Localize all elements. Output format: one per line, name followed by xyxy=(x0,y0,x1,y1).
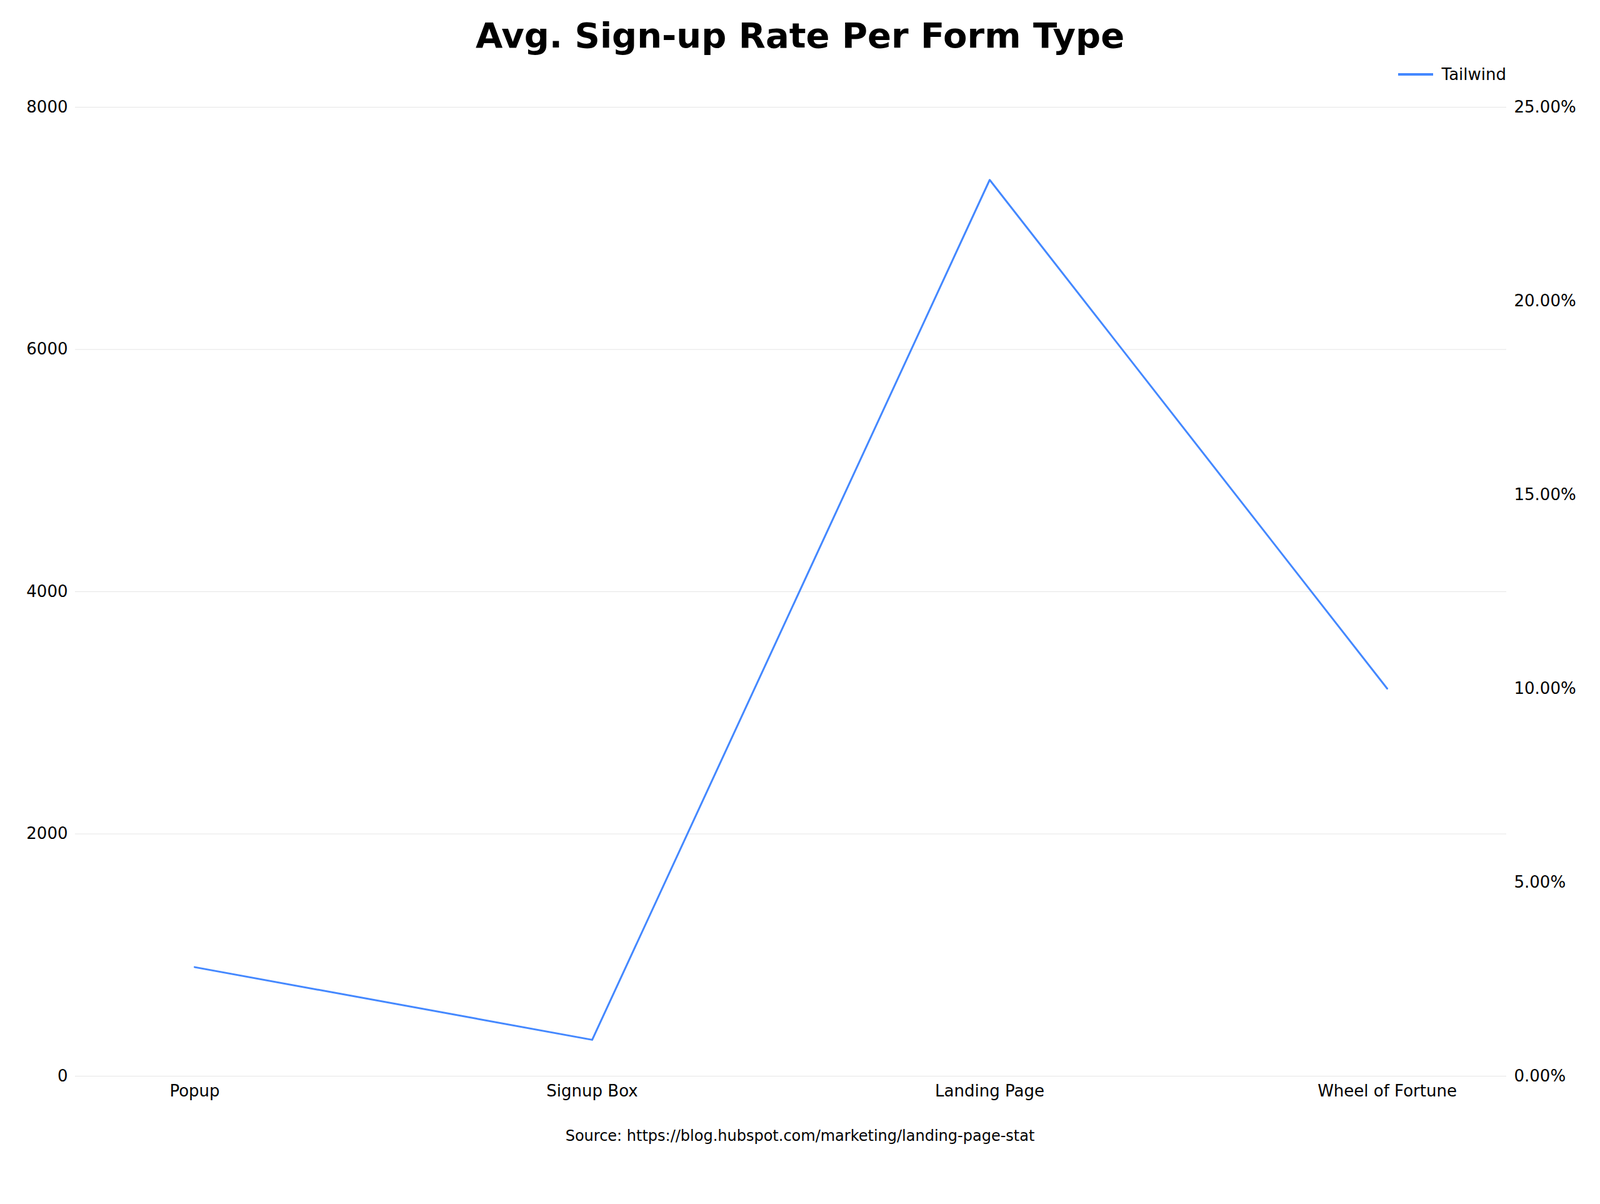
svg-text:Popup: Popup xyxy=(169,1081,220,1100)
svg-text:15.00%: 15.00% xyxy=(1514,485,1577,504)
svg-text:4000: 4000 xyxy=(26,581,68,601)
svg-text:Landing Page: Landing Page xyxy=(935,1081,1045,1100)
svg-text:0.00%: 0.00% xyxy=(1514,1066,1567,1085)
svg-text:0: 0 xyxy=(57,1066,69,1085)
svg-text:25.00%: 25.00% xyxy=(1514,97,1577,117)
svg-text:20.00%: 20.00% xyxy=(1514,291,1577,310)
svg-text:Wheel of Fortune: Wheel of Fortune xyxy=(1317,1081,1457,1100)
svg-text:6000: 6000 xyxy=(26,339,68,359)
html-text:Tailwind: Tailwind xyxy=(1441,65,1507,84)
svg-text:10.00%: 10.00% xyxy=(1514,678,1577,698)
svg-text:Signup Box: Signup Box xyxy=(546,1081,638,1100)
svg-text:2000: 2000 xyxy=(26,823,68,843)
svg-text:8000: 8000 xyxy=(26,97,68,117)
svg-text:5.00%: 5.00% xyxy=(1514,872,1567,892)
html-text:Source: https://blog.hubspot.c: Source: https://blog.hubspot.com/marketi… xyxy=(565,1126,1035,1145)
html-text:Avg. Sign-up Rate Per Form Typ: Avg. Sign-up Rate Per Form Type xyxy=(475,15,1125,56)
